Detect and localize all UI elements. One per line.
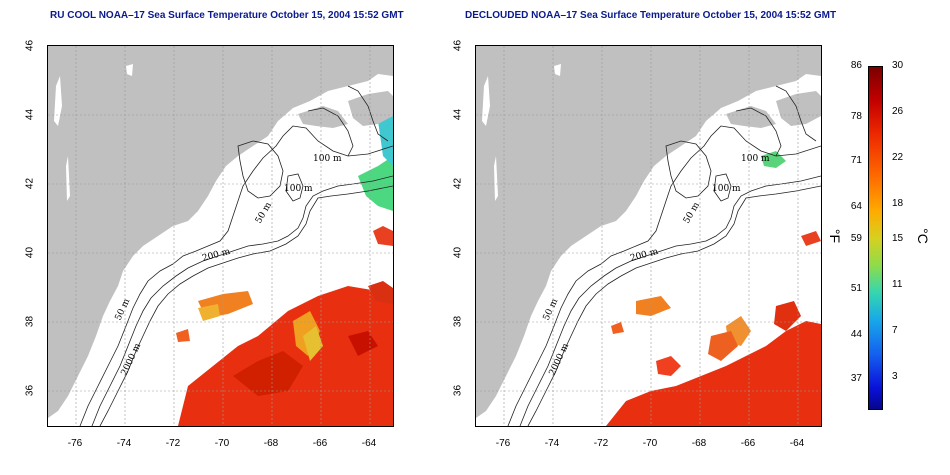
contour-label: 100 m	[313, 154, 342, 164]
fahrenheit-unit-label: °F	[827, 228, 844, 244]
colorbar-f-tick: 44	[850, 329, 862, 340]
lon-tick: -66	[312, 438, 328, 449]
colorbar-c-tick: 26	[892, 106, 904, 117]
land-layer	[476, 46, 821, 418]
lon-tick: -74	[116, 438, 132, 449]
contour-label: 50 m	[114, 297, 133, 322]
land-layer	[48, 46, 393, 418]
colorbar-f-tick: 37	[850, 373, 862, 384]
contour-label: 50 m	[542, 297, 561, 322]
lon-tick: -76	[495, 438, 511, 449]
lon-tick: -64	[789, 438, 805, 449]
lon-tick: -68	[263, 438, 279, 449]
lat-tick: 42	[24, 177, 36, 190]
lon-tick: -74	[544, 438, 560, 449]
lat-tick: 46	[24, 39, 36, 52]
colorbar-f-tick: 86	[850, 60, 862, 71]
lakes-layer	[482, 64, 561, 201]
right-sst-map: 100 m 100 m 50 m 200 m 50 m 2000 m	[475, 45, 822, 427]
lon-tick: -70	[642, 438, 658, 449]
lakes-layer	[54, 64, 133, 201]
lat-tick: 36	[24, 384, 36, 397]
sst-data-layer	[606, 151, 821, 426]
lon-tick: -70	[214, 438, 230, 449]
contour-label: 100 m	[284, 184, 313, 194]
colorbar-f-tick: 78	[850, 111, 862, 122]
colorbar-f-tick: 71	[850, 155, 862, 166]
lon-tick: -64	[361, 438, 377, 449]
lat-tick: 44	[24, 108, 36, 121]
celsius-unit-label: °C	[914, 228, 931, 244]
contour-label: 50 m	[254, 200, 274, 225]
lat-tick: 38	[24, 315, 36, 328]
lon-tick: -72	[165, 438, 181, 449]
contour-label: 2000 m	[548, 342, 572, 378]
lat-tick: 44	[452, 108, 464, 121]
lat-tick: 40	[24, 246, 36, 259]
colorbar-c-tick: 11	[892, 279, 903, 290]
lon-tick: -72	[593, 438, 609, 449]
sst-data-layer	[176, 116, 393, 426]
lon-tick: -76	[67, 438, 83, 449]
lat-tick: 46	[452, 39, 464, 52]
right-panel-title: DECLOUDED NOAA–17 Sea Surface Temperatur…	[465, 10, 837, 21]
contour-label: 100 m	[741, 154, 770, 164]
colorbar-c-tick: 30	[892, 60, 904, 71]
contour-label: 100 m	[712, 184, 741, 194]
temperature-colorbar	[868, 66, 883, 410]
contour-label: 50 m	[682, 200, 702, 225]
colorbar-c-tick: 22	[892, 152, 904, 163]
lat-tick: 40	[452, 246, 464, 259]
colorbar-c-tick: 18	[892, 198, 904, 209]
colorbar-c-tick: 7	[892, 325, 898, 336]
lat-tick: 38	[452, 315, 464, 328]
lat-tick: 42	[452, 177, 464, 190]
lon-tick: -68	[691, 438, 707, 449]
lat-tick: 36	[452, 384, 464, 397]
colorbar-c-tick: 15	[892, 233, 904, 244]
colorbar-f-tick: 51	[850, 283, 862, 294]
contour-label: 2000 m	[120, 342, 144, 378]
colorbar-f-tick: 64	[850, 201, 862, 212]
graticule	[476, 46, 821, 426]
left-sst-map: 100 m 100 m 50 m 200 m 50 m 2000 m	[47, 45, 394, 427]
lon-tick: -66	[740, 438, 756, 449]
bathymetry-contours	[507, 85, 821, 426]
colorbar-c-tick: 3	[892, 371, 898, 382]
graticule	[48, 46, 393, 426]
colorbar-f-tick: 59	[850, 233, 862, 244]
left-panel-title: RU COOL NOAA–17 Sea Surface Temperature …	[50, 10, 404, 21]
